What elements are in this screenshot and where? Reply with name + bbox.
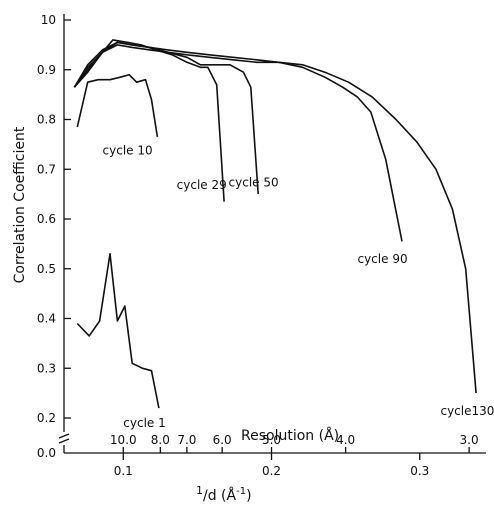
axes (58, 14, 486, 454)
y-axis-label: Correlation Coefficient (12, 126, 28, 283)
resolution-tick-label: 8.0 (151, 433, 170, 447)
y-tick-label: 0.2 (37, 411, 56, 425)
resolution-tick-label: 3.0 (460, 433, 479, 447)
x-tick-label: 0.3 (410, 464, 429, 478)
y-ticks: 10 0.9 0.8 0.7 0.6 0.5 0.4 0.3 0.2 0.0 (37, 13, 71, 460)
resolution-tick-label: 7.0 (177, 433, 196, 447)
series-line-cycle-10 (76, 73, 159, 138)
resolution-ticks: 10.0 8.0 7.0 6.0 5.0 4.0 3.0 (110, 433, 479, 453)
x-axis-label-close: ) (246, 488, 251, 504)
x-axis-label-numerator: 1 (196, 484, 203, 497)
x-tick-label: 0.1 (114, 464, 133, 478)
resolution-tick-label: 4.0 (336, 433, 355, 447)
y-axis-break (58, 433, 70, 444)
x-axis-label-exponent: -1 (236, 486, 246, 497)
y-tick-label: 0.7 (37, 162, 56, 176)
series-label-cycle-29: cycle 29 (177, 178, 227, 192)
series-line-cycle-50 (73, 41, 259, 195)
series-label-cycle-90: cycle 90 (357, 252, 407, 266)
y-tick-label: 0.5 (37, 262, 56, 276)
y-tick-label: 10 (41, 13, 56, 27)
series-group (73, 39, 477, 409)
y-zero-label: 0.0 (37, 446, 56, 460)
series-line-cycle-1 (76, 253, 160, 409)
x-axis-label-base: /d (Å (203, 487, 237, 504)
series-line-cycle130 (73, 41, 477, 394)
y-tick-label: 0.9 (37, 63, 56, 77)
y-tick-label: 0.6 (37, 212, 56, 226)
y-tick-label: 0.8 (37, 113, 56, 127)
series-labels: cycle 1 cycle 10 cycle 29 cycle 50 cycle 90 c… (103, 143, 494, 430)
x-ticks: 0.1 0.2 0.3 (114, 453, 429, 478)
x-axis-label: 1/d (Å-1) (196, 484, 252, 504)
resolution-tick-label: 5.0 (262, 433, 281, 447)
series-label-cycle-1: cycle 1 (123, 416, 165, 430)
series-label-cycle-50: cycle 50 (229, 176, 279, 190)
series-label-cycle-10: cycle 10 (103, 143, 153, 157)
y-tick-label: 0.3 (37, 361, 56, 375)
resolution-tick-label: 10.0 (110, 433, 137, 447)
x-tick-label: 0.2 (262, 464, 281, 478)
series-line-cycle-90 (73, 44, 403, 242)
series-label-cycle130: cycle130 (440, 404, 494, 418)
y-tick-label: 0.4 (37, 312, 56, 326)
resolution-tick-label: 6.0 (213, 433, 232, 447)
resolution-axis-title: Resolution (Å) (241, 427, 339, 444)
